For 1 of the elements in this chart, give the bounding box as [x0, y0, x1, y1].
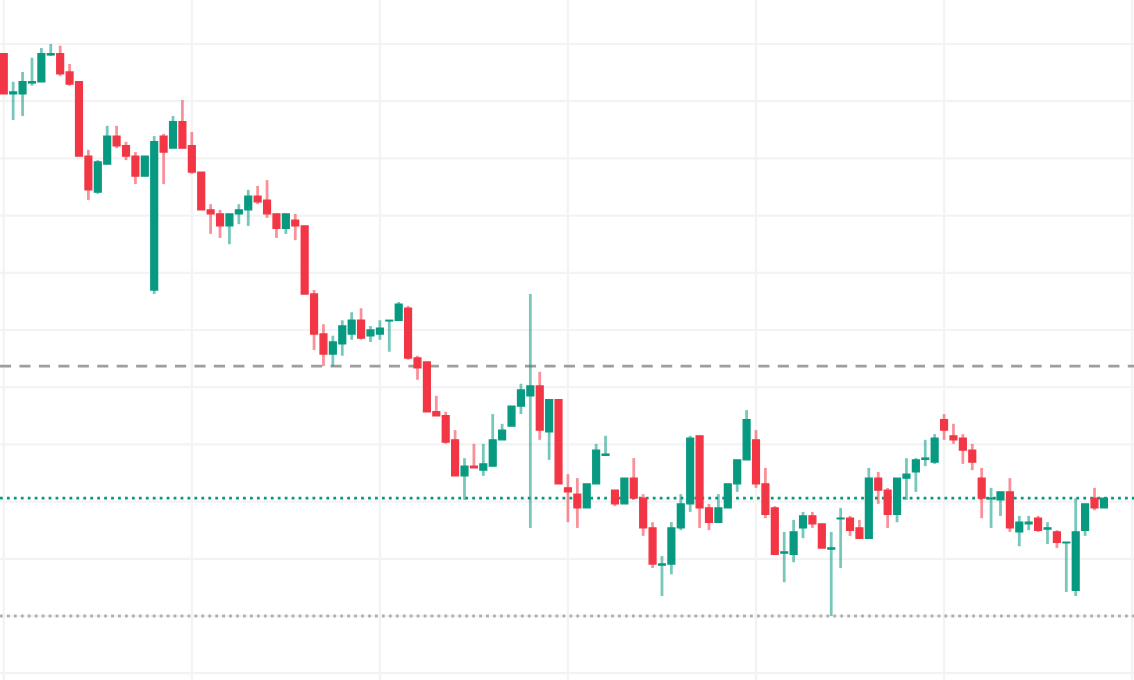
candlestick [0, 53, 8, 95]
